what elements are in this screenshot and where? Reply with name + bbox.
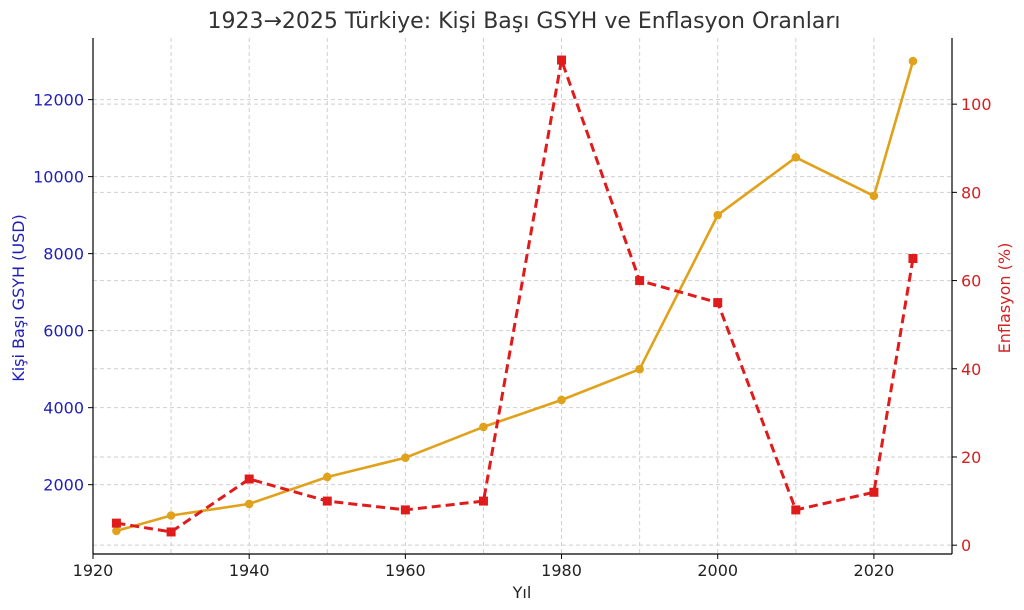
data-point [244, 499, 254, 509]
right-y-tick-label: 20 [961, 448, 981, 467]
left-y-tick-label: 4000 [43, 399, 84, 418]
data-point [401, 453, 410, 463]
chart-title: 1923→2025 Türkiye: Kişi Başı GSYH ve Enf… [207, 9, 840, 34]
data-point [791, 153, 801, 162]
series-line [116, 58, 915, 534]
left-y-tick-label: 8000 [43, 245, 84, 264]
data-point [111, 518, 121, 528]
left-axis-title: Kişi Başı GSYH (USD) [9, 214, 28, 382]
left-y-tick-label: 10000 [33, 168, 84, 187]
right-y-tick-label: 80 [961, 183, 981, 202]
data-point [166, 527, 176, 537]
x-tick-label: 2000 [697, 561, 738, 580]
data-point [479, 422, 488, 432]
x-tick-label: 2020 [854, 561, 895, 580]
x-tick-label: 1920 [73, 561, 114, 580]
left-y-tick-label: 6000 [43, 322, 84, 341]
series-line [116, 60, 915, 533]
series-1 [112, 56, 918, 536]
left-y-tick-label: 12000 [33, 91, 84, 110]
series-2 [111, 55, 918, 537]
x-tick-label: 1940 [229, 561, 270, 580]
right-y-tick-label: 100 [961, 95, 992, 114]
left-y-tick-label: 2000 [43, 476, 84, 495]
right-y-tick-label: 0 [961, 536, 971, 555]
data-point [400, 505, 410, 515]
data-point [244, 474, 254, 484]
data-point [869, 487, 879, 497]
data-point [478, 496, 488, 506]
x-tick-label: 1960 [385, 561, 426, 580]
axes: 1920 1940 1960 1980 2000 2020 2000 4000 6000 8000… [33, 38, 992, 580]
data-point [557, 395, 566, 405]
data-point [713, 298, 723, 308]
x-axis-title: Yıl [512, 583, 532, 602]
data-point [557, 55, 567, 65]
data-point [635, 276, 645, 286]
data-point [166, 511, 176, 520]
data-point [713, 210, 723, 220]
right-axis-title: Enflasyon (%) [995, 243, 1014, 354]
right-y-tick-label: 40 [961, 360, 981, 379]
data-point [112, 526, 121, 536]
right-y-tick-label: 60 [961, 272, 981, 291]
series-layer [111, 55, 918, 537]
data-point [908, 56, 918, 66]
data-point [322, 496, 332, 506]
data-point [635, 364, 644, 374]
x-tick-label: 1980 [541, 561, 582, 580]
data-point [322, 472, 332, 482]
data-point [908, 254, 918, 264]
grid [93, 38, 952, 554]
data-point [791, 505, 801, 515]
data-point [869, 191, 879, 201]
